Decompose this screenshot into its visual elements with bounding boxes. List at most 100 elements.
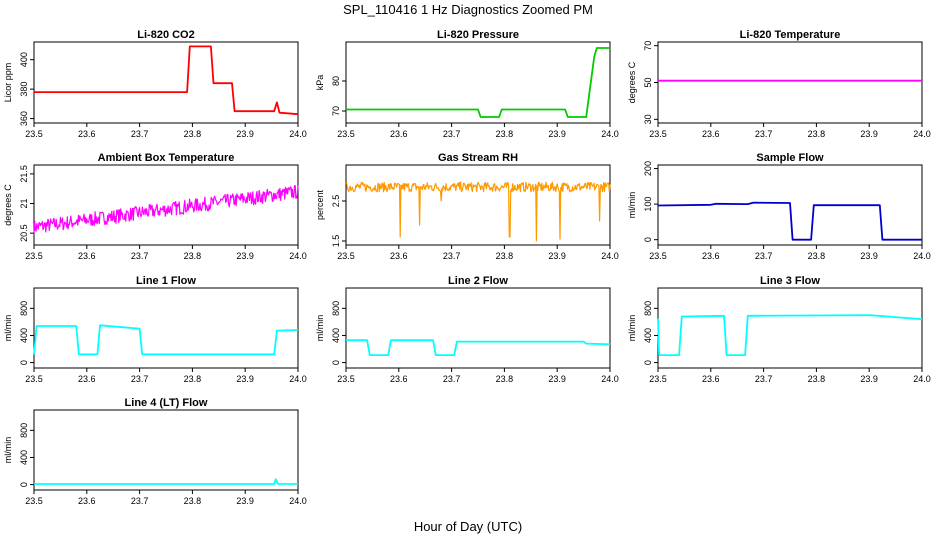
panel-2: Li-820 Pressure 23.5 23.6 23.7 23.8 23.9 24.0 7… bbox=[315, 29, 619, 139]
x-tick-label: 23.9 bbox=[236, 251, 254, 261]
data-series-line bbox=[33, 324, 299, 356]
x-tick-label: 23.9 bbox=[860, 129, 878, 139]
panel-6: Sample Flow 23.5 23.6 23.7 23.8 23.9 24.0 0 100 2… bbox=[627, 152, 931, 261]
y-tick-label: 30 bbox=[643, 114, 653, 124]
x-tick-label: 23.8 bbox=[184, 374, 202, 384]
x-tick-label: 23.9 bbox=[860, 374, 878, 384]
x-tick-label: 23.6 bbox=[78, 496, 96, 506]
y-axis-label: ml/min bbox=[627, 192, 637, 219]
y-tick-label: 800 bbox=[643, 301, 653, 316]
data-series-line bbox=[346, 339, 611, 357]
x-tick-label: 23.8 bbox=[496, 251, 514, 261]
x-tick-label: 23.6 bbox=[702, 251, 720, 261]
y-tick-label: 800 bbox=[19, 301, 29, 316]
x-tick-label: 23.7 bbox=[755, 129, 773, 139]
data-series-line bbox=[657, 201, 922, 241]
x-tick-label: 23.5 bbox=[649, 129, 667, 139]
y-tick-label: 2.5 bbox=[331, 195, 341, 208]
plot-frame bbox=[345, 41, 611, 124]
panel-title: Line 3 Flow bbox=[760, 275, 820, 287]
x-tick-label: 23.5 bbox=[25, 129, 43, 139]
y-tick-label: 70 bbox=[643, 41, 653, 51]
x-tick-label: 23.8 bbox=[808, 251, 826, 261]
x-tick-label: 23.7 bbox=[755, 374, 773, 384]
panel-7: Line 1 Flow 23.5 23.6 23.7 23.8 23.9 24.0 0 400 8… bbox=[3, 275, 307, 384]
y-tick-label: 0 bbox=[19, 482, 29, 487]
panel-8: Line 2 Flow 23.5 23.6 23.7 23.8 23.9 24.0 0 400 8… bbox=[315, 275, 619, 384]
plot-frame bbox=[345, 287, 611, 369]
x-tick-label: 23.8 bbox=[184, 129, 202, 139]
y-tick-label: 0 bbox=[643, 237, 653, 242]
y-tick-label: 360 bbox=[19, 111, 29, 126]
panel-title: Gas Stream RH bbox=[438, 152, 518, 164]
x-tick-label: 23.8 bbox=[496, 374, 514, 384]
y-tick-label: 800 bbox=[331, 301, 341, 316]
y-axis-label: ml/min bbox=[3, 315, 13, 342]
data-series-line bbox=[33, 185, 299, 235]
plot-frame bbox=[345, 164, 611, 246]
x-tick-label: 23.6 bbox=[78, 374, 96, 384]
x-tick-label: 23.6 bbox=[702, 129, 720, 139]
panel-title: Li-820 Temperature bbox=[740, 29, 841, 41]
panel-9: Line 3 Flow 23.5 23.6 23.7 23.8 23.9 24.0 0 400 8… bbox=[627, 275, 931, 384]
x-tick-label: 23.5 bbox=[25, 374, 43, 384]
x-tick-label: 23.8 bbox=[184, 496, 202, 506]
x-tick-label: 23.6 bbox=[78, 129, 96, 139]
x-tick-label: 24.0 bbox=[289, 374, 307, 384]
y-tick-label: 0 bbox=[643, 360, 653, 365]
data-series-line bbox=[34, 45, 299, 116]
x-tick-label: 23.6 bbox=[702, 374, 720, 384]
y-axis-label: percent bbox=[315, 189, 325, 220]
x-tick-label: 24.0 bbox=[289, 129, 307, 139]
panel-title: Ambient Box Temperature bbox=[98, 152, 235, 164]
y-tick-label: 400 bbox=[19, 328, 29, 343]
x-tick-label: 23.5 bbox=[649, 251, 667, 261]
x-tick-label: 23.9 bbox=[548, 129, 566, 139]
panel-title: Line 4 (LT) Flow bbox=[125, 397, 208, 409]
x-tick-label: 23.9 bbox=[236, 374, 254, 384]
plot-frame bbox=[33, 409, 299, 491]
y-axis-label: ml/min bbox=[3, 437, 13, 464]
y-tick-label: 100 bbox=[643, 197, 653, 212]
panel-10: Line 4 (LT) Flow 23.5 23.6 23.7 23.8 23.9 24.0… bbox=[3, 397, 307, 506]
y-tick-label: 200 bbox=[643, 161, 653, 176]
x-tick-label: 23.8 bbox=[496, 129, 514, 139]
y-tick-label: 380 bbox=[19, 82, 29, 97]
panel-title: Line 2 Flow bbox=[448, 275, 508, 287]
plot-frame bbox=[657, 287, 923, 369]
x-tick-label: 23.7 bbox=[443, 251, 461, 261]
y-tick-label: 21.5 bbox=[19, 165, 29, 183]
y-tick-label: 21 bbox=[19, 199, 29, 209]
data-series-line bbox=[346, 47, 610, 118]
x-tick-label: 24.0 bbox=[913, 129, 931, 139]
x-tick-label: 23.7 bbox=[755, 251, 773, 261]
x-tick-label: 23.7 bbox=[131, 374, 149, 384]
x-tick-label: 23.5 bbox=[649, 374, 667, 384]
x-tick-label: 23.8 bbox=[808, 374, 826, 384]
y-axis-label: Licor ppm bbox=[3, 63, 13, 103]
y-tick-label: 50 bbox=[643, 77, 653, 87]
plot-frame bbox=[33, 287, 299, 369]
y-axis-label: ml/min bbox=[627, 315, 637, 342]
x-tick-label: 23.6 bbox=[390, 374, 408, 384]
y-tick-label: 800 bbox=[19, 423, 29, 438]
plot-frame bbox=[33, 41, 299, 124]
y-tick-label: 0 bbox=[331, 360, 341, 365]
x-tick-label: 24.0 bbox=[601, 251, 619, 261]
y-axis-label: degrees C bbox=[3, 184, 13, 226]
panel-3: Li-820 Temperature 23.5 23.6 23.7 23.8 23.9 24… bbox=[627, 29, 931, 139]
plot-frame bbox=[657, 41, 923, 124]
x-tick-label: 24.0 bbox=[289, 251, 307, 261]
y-axis-label: ml/min bbox=[315, 315, 325, 342]
panel-1: Li-820 CO2 23.5 23.6 23.7 23.8 23.9 24.0 360 380… bbox=[3, 29, 307, 139]
x-tick-label: 23.5 bbox=[25, 251, 43, 261]
x-tick-label: 23.5 bbox=[337, 251, 355, 261]
y-tick-label: 400 bbox=[643, 328, 653, 343]
x-tick-label: 23.7 bbox=[443, 129, 461, 139]
data-series-line bbox=[657, 314, 923, 357]
x-tick-label: 23.9 bbox=[236, 129, 254, 139]
x-tick-label: 24.0 bbox=[913, 251, 931, 261]
x-tick-label: 23.9 bbox=[548, 251, 566, 261]
y-tick-label: 1.5 bbox=[331, 235, 341, 248]
